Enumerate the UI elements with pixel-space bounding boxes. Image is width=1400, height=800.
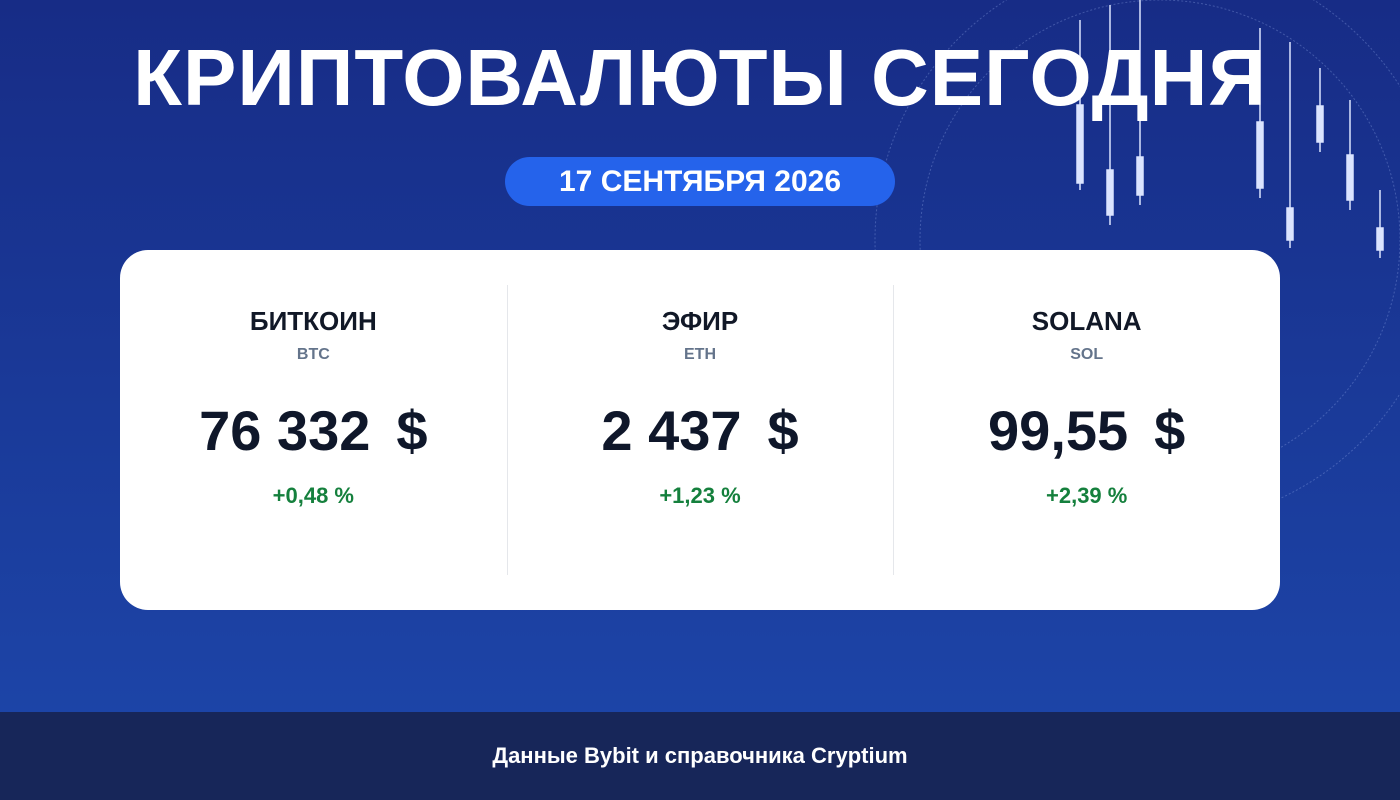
currency: $ [396, 399, 428, 462]
currency: $ [1154, 399, 1186, 462]
change: +1,23 % [659, 483, 741, 508]
price-row: 2 437 $ [507, 398, 894, 463]
coin-name: БИТКОИН [249, 306, 377, 336]
coin-column: БИТКОИН BTC 76 332 $ +0,48 % [120, 250, 507, 610]
price-row: 76 332 $ [120, 398, 507, 463]
date-badge: 17 СЕНТЯБРЯ 2026 [505, 157, 895, 206]
rates-card: БИТКОИН BTC 76 332 $ +0,48 % ЭФИР ETH 2 4… [120, 250, 1280, 610]
coin-ticker: SOL [1070, 346, 1104, 363]
decor-candles [1076, 0, 1384, 258]
price: 2 437 [601, 399, 742, 462]
change: +2,39 % [1046, 483, 1128, 508]
coin-ticker: BTC [296, 346, 330, 363]
price: 99,55 [988, 399, 1129, 462]
price: 76 332 [199, 399, 371, 462]
coin-column: SOLANA SOL 99,55 $ +2,39 % [893, 250, 1280, 610]
currency: $ [767, 399, 799, 462]
title: КРИПТОВАЛЮТЫ СЕГОДНЯ [133, 33, 1267, 122]
change: +0,48 % [272, 483, 354, 508]
coin-name: ЭФИР [661, 306, 739, 336]
coin-ticker: ETH [684, 346, 716, 363]
coin-column: ЭФИР ETH 2 437 $ +1,23 % [506, 250, 894, 610]
coin-name: SOLANA [1031, 306, 1142, 336]
footer-source: Данные Bybit и справочника Cryptium [0, 712, 1400, 800]
price-row: 99,55 $ [893, 398, 1280, 463]
